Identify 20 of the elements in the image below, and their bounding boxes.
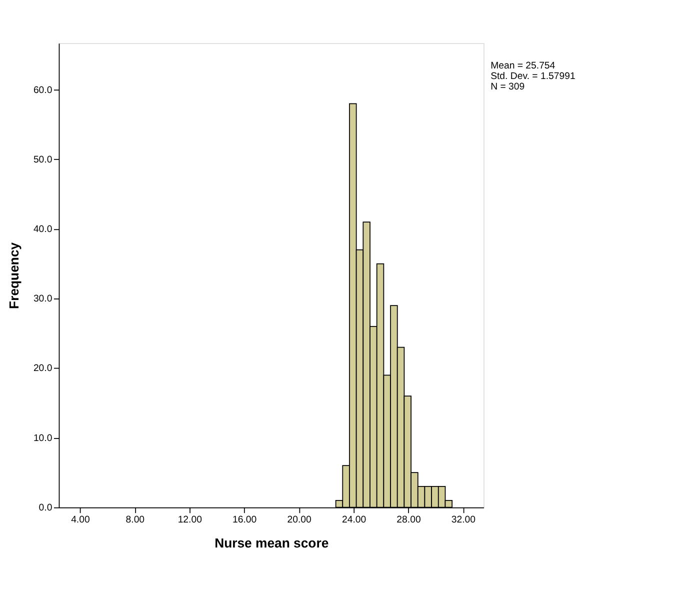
x-tick-label: 12.00 (178, 514, 202, 526)
y-tick-label: 10.0 (33, 432, 52, 444)
text: Mean = 25.754 (490, 60, 556, 72)
x-tick-label: 4.00 (71, 514, 90, 526)
y-tick-label: 60.0 (33, 84, 52, 96)
x-tick-label: 28.00 (396, 514, 421, 526)
text: N = 309 (490, 82, 525, 93)
text: Std. Dev. = 1.57991 (490, 71, 576, 82)
x-tick-label: 32.00 (451, 514, 476, 526)
x-tick-label: 20.00 (287, 514, 312, 526)
x-tick-label: 24.00 (342, 514, 366, 526)
x-tick-label: 16.00 (232, 514, 257, 526)
y-tick-label: 40.0 (33, 224, 52, 236)
y-tick-label: 30.0 (33, 294, 52, 305)
y-tick-label: 20.0 (33, 363, 52, 374)
y-tick-label: 50.0 (33, 154, 52, 166)
y-tick-label: 0.0 (38, 502, 52, 514)
x-tick-label: 8.00 (126, 514, 145, 526)
x-axis-title: Nurse mean score (214, 535, 329, 550)
y-axis-title: Frequency (6, 242, 22, 309)
